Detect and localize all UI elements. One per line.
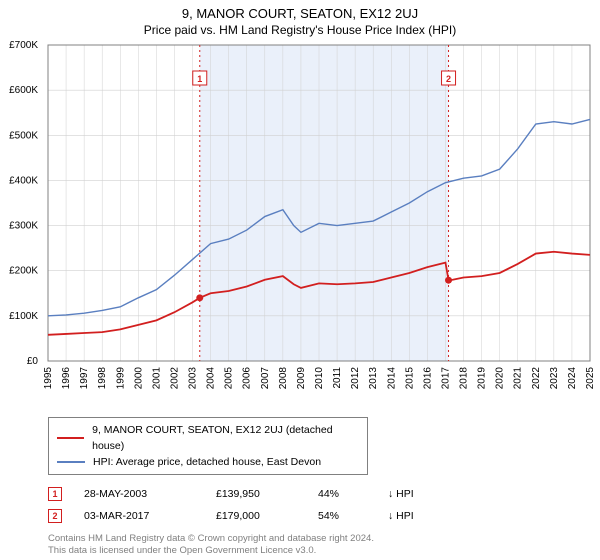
legend-label: 9, MANOR COURT, SEATON, EX12 2UJ (detach…	[92, 422, 359, 454]
x-axis-label: 2005	[224, 367, 235, 390]
sale-hpi-delta: ↓ HPI	[388, 510, 428, 522]
chart-title: 9, MANOR COURT, SEATON, EX12 2UJ	[0, 0, 600, 21]
legend-row: 9, MANOR COURT, SEATON, EX12 2UJ (detach…	[57, 422, 359, 454]
x-axis-label: 2020	[495, 367, 506, 390]
sale-pct: 44%	[318, 488, 366, 500]
x-axis-label: 2003	[188, 367, 199, 390]
x-axis-label: 1995	[43, 367, 54, 390]
chart-plot-area: £0£100K£200K£300K£400K£500K£600K£700K199…	[40, 41, 600, 411]
footer-line-1: Contains HM Land Registry data © Crown c…	[48, 533, 600, 545]
x-axis-label: 2016	[422, 367, 433, 390]
x-axis-label: 2004	[206, 367, 217, 390]
shaded-band	[200, 45, 449, 361]
sales-table: 1 28-MAY-2003 £139,950 44% ↓ HPI 2 03-MAR-2017…	[48, 483, 600, 527]
x-axis-label: 2002	[169, 367, 180, 390]
legend-swatch	[57, 437, 84, 439]
x-axis-label: 2018	[459, 367, 470, 390]
x-axis-label: 2012	[350, 367, 361, 390]
x-axis-label: 2007	[260, 367, 271, 390]
sale-price: £139,950	[216, 488, 296, 500]
marker-badge-label: 1	[197, 74, 202, 84]
marker-dot	[196, 294, 203, 301]
sale-date: 28-MAY-2003	[84, 488, 194, 500]
x-axis-label: 2013	[368, 367, 379, 390]
x-axis-label: 2019	[477, 367, 488, 390]
x-axis-label: 2024	[567, 367, 578, 390]
x-axis-label: 2025	[585, 367, 596, 390]
x-axis-label: 2001	[151, 367, 162, 390]
sale-badge: 1	[48, 487, 62, 501]
y-axis-label: £200K	[9, 266, 38, 277]
x-axis-label: 2009	[296, 367, 307, 390]
legend-row: HPI: Average price, detached house, East…	[57, 454, 359, 470]
legend-label: HPI: Average price, detached house, East…	[93, 454, 321, 470]
sale-date: 03-MAR-2017	[84, 510, 194, 522]
sale-row: 1 28-MAY-2003 £139,950 44% ↓ HPI	[48, 483, 600, 505]
chart-container: 9, MANOR COURT, SEATON, EX12 2UJ Price p…	[0, 0, 600, 560]
sale-hpi-delta: ↓ HPI	[388, 488, 428, 500]
legend: 9, MANOR COURT, SEATON, EX12 2UJ (detach…	[48, 417, 368, 475]
sale-pct: 54%	[318, 510, 366, 522]
chart-svg: £0£100K£200K£300K£400K£500K£600K£700K199…	[40, 41, 600, 411]
x-axis-label: 1998	[97, 367, 108, 390]
x-axis-label: 2000	[133, 367, 144, 390]
x-axis-label: 2015	[404, 367, 415, 390]
x-axis-label: 2022	[531, 367, 542, 390]
footer-line-2: This data is licensed under the Open Gov…	[48, 545, 600, 557]
x-axis-label: 1999	[115, 367, 126, 390]
x-axis-label: 2011	[332, 367, 343, 389]
marker-badge-label: 2	[446, 74, 451, 84]
sale-badge: 2	[48, 509, 62, 523]
y-axis-label: £400K	[9, 175, 38, 186]
x-axis-label: 1997	[79, 367, 90, 390]
x-axis-label: 2010	[314, 367, 325, 390]
y-axis-label: £500K	[9, 130, 38, 141]
y-axis-label: £700K	[9, 40, 38, 51]
x-axis-label: 2023	[549, 367, 560, 390]
y-axis-label: £100K	[9, 311, 38, 322]
x-axis-label: 2006	[242, 367, 253, 390]
marker-dot	[445, 277, 452, 284]
y-axis-label: £0	[27, 356, 39, 367]
y-axis-label: £300K	[9, 221, 38, 232]
chart-subtitle: Price paid vs. HM Land Registry's House …	[0, 21, 600, 41]
x-axis-label: 2014	[386, 367, 397, 390]
x-axis-label: 2008	[278, 367, 289, 390]
footer: Contains HM Land Registry data © Crown c…	[48, 533, 600, 557]
x-axis-label: 1996	[61, 367, 72, 390]
sale-row: 2 03-MAR-2017 £179,000 54% ↓ HPI	[48, 505, 600, 527]
x-axis-label: 2021	[513, 367, 524, 390]
legend-swatch	[57, 461, 85, 463]
sale-price: £179,000	[216, 510, 296, 522]
x-axis-label: 2017	[440, 367, 451, 390]
y-axis-label: £600K	[9, 85, 38, 96]
